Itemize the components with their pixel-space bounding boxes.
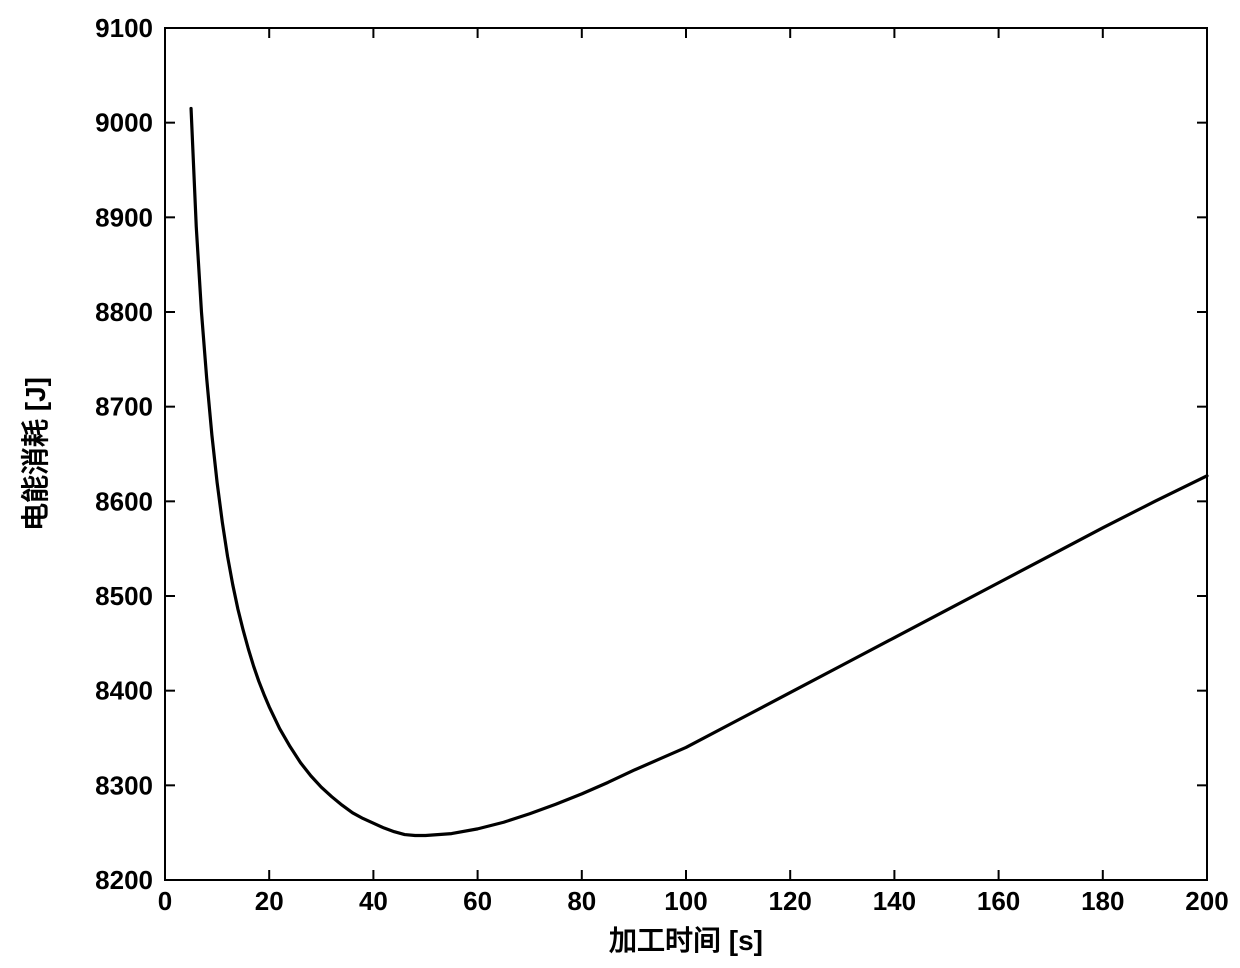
x-tick-label: 200 <box>1185 886 1228 916</box>
y-axis-label: 电能消耗 [J] <box>20 377 51 531</box>
x-tick-label: 0 <box>158 886 172 916</box>
y-tick-label: 8400 <box>95 676 153 706</box>
y-tick-label: 8200 <box>95 865 153 895</box>
y-tick-label: 8600 <box>95 486 153 516</box>
y-tick-label: 9100 <box>95 13 153 43</box>
y-tick-label: 8700 <box>95 392 153 422</box>
x-tick-label: 100 <box>664 886 707 916</box>
chart-svg: 0 20 40 60 80 100 120 140 160 180 200 8200 8300 8400 8… <box>0 0 1240 968</box>
x-axis-label: 加工时间 [s] <box>609 925 763 956</box>
y-tick-label: 8300 <box>95 770 153 800</box>
x-tick-label: 120 <box>769 886 812 916</box>
y-tick-label: 8800 <box>95 297 153 327</box>
chart-bg <box>0 0 1240 968</box>
x-tick-label: 180 <box>1081 886 1124 916</box>
x-tick-label: 20 <box>255 886 284 916</box>
y-tick-label: 8500 <box>95 581 153 611</box>
x-tick-label: 80 <box>567 886 596 916</box>
y-tick-label: 8900 <box>95 202 153 232</box>
energy-chart: 0 20 40 60 80 100 120 140 160 180 200 8200 8300 8400 8… <box>0 0 1240 968</box>
y-tick-label: 9000 <box>95 108 153 138</box>
x-tick-label: 60 <box>463 886 492 916</box>
x-tick-label: 160 <box>977 886 1020 916</box>
x-tick-label: 140 <box>873 886 916 916</box>
x-tick-label: 40 <box>359 886 388 916</box>
